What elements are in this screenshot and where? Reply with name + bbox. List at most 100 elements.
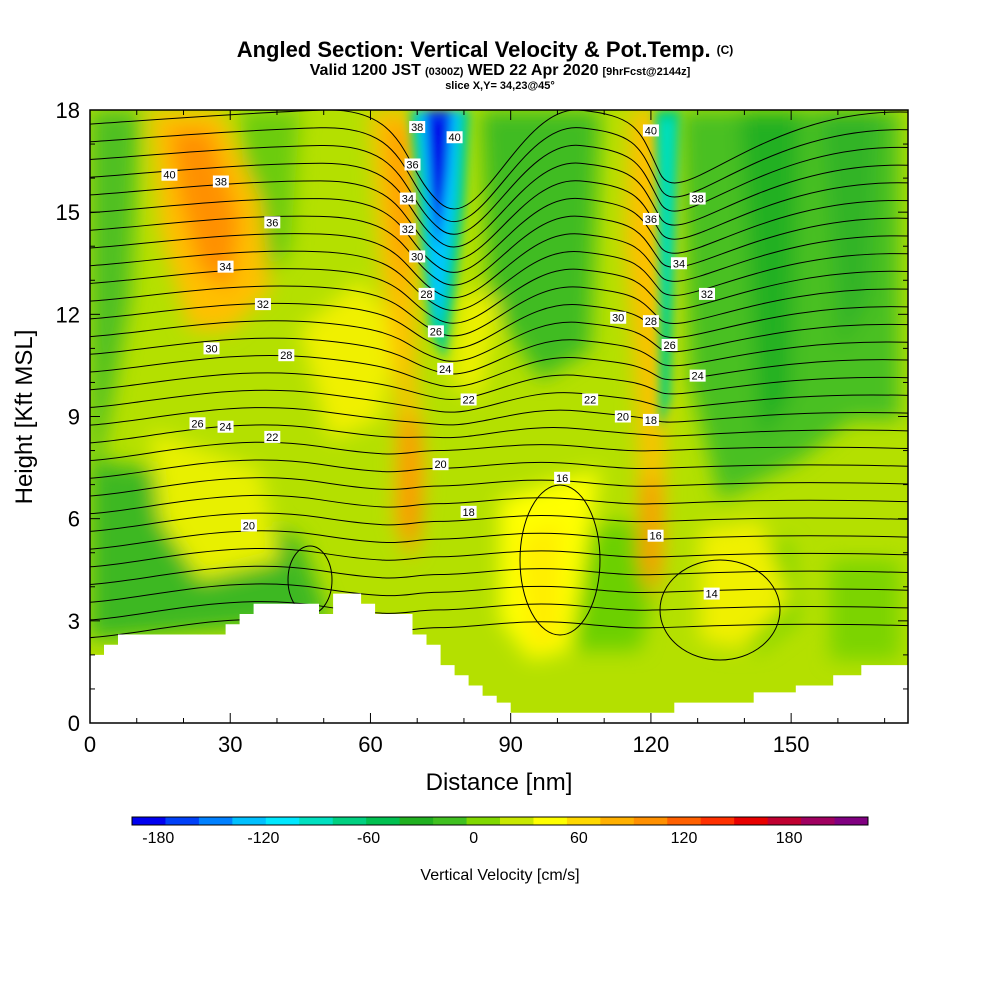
pot-temp-label: 40 [161, 168, 178, 182]
pot-temp-label-text: 40 [163, 170, 175, 182]
pot-temp-label-text: 22 [584, 394, 596, 406]
pot-temp-contour-line [90, 127, 908, 223]
pot-temp-contour-line [90, 583, 908, 603]
pot-temp-label-text: 36 [645, 214, 657, 226]
pot-temp-label: 38 [409, 121, 426, 134]
pot-temp-label-text: 38 [411, 122, 423, 134]
colorbar-swatch [433, 817, 468, 825]
pot-temp-label-text: 40 [448, 132, 460, 144]
pot-temp-label: 34 [217, 260, 234, 274]
pot-temp-label-text: 20 [617, 412, 629, 424]
pot-temp-label: 22 [582, 393, 599, 406]
axis-ticks [89, 109, 908, 724]
y-tick-label: 6 [68, 507, 80, 532]
x-tick-label: 150 [773, 732, 810, 757]
pot-temp-label: 22 [460, 393, 477, 406]
pot-temp-label-text: 26 [430, 326, 442, 338]
pot-temp-label: 14 [703, 587, 720, 601]
colorbar-tick-label: 180 [776, 830, 803, 847]
pot-temp-label-text: 34 [673, 258, 685, 270]
colorbar-tick-label: 0 [469, 830, 478, 847]
pot-temp-label: 32 [254, 298, 271, 311]
colorbar-swatch [265, 817, 300, 825]
pot-temp-contour-line [90, 494, 908, 515]
chart-slice-info: slice X,Y= 34,23@45° [445, 80, 555, 92]
y-tick-label: 0 [68, 711, 80, 736]
colorbar-swatch [533, 817, 568, 825]
pot-temp-label: 18 [642, 413, 659, 427]
pot-temp-contour-line [519, 484, 601, 636]
pot-temp-label: 28 [418, 287, 435, 301]
colorbar-swatch [633, 817, 668, 825]
pot-temp-label-text: 18 [462, 507, 474, 519]
pot-temp-label: 20 [614, 410, 631, 424]
colorbar-swatch [600, 817, 635, 825]
colorbar-tick-label: 60 [570, 830, 588, 847]
pot-temp-label-text: 32 [701, 289, 713, 301]
colorbar-swatch [667, 817, 702, 825]
y-tick-label: 3 [68, 609, 80, 634]
x-tick-label: 30 [218, 732, 242, 757]
pot-temp-contour-line [659, 559, 781, 661]
pot-temp-label-text: 28 [645, 316, 657, 328]
pot-temp-contour-line [90, 110, 908, 210]
pot-temp-contour-line [90, 441, 908, 462]
pot-temp-label-text: 28 [420, 289, 432, 301]
pot-temp-contour-line [90, 144, 908, 235]
pot-temp-label-text: 40 [645, 125, 657, 137]
pot-temp-label-text: 30 [612, 313, 624, 325]
pot-temp-label-text: 24 [219, 422, 231, 434]
x-tick-label: 90 [498, 732, 522, 757]
colorbar-swatch [299, 817, 334, 825]
pot-temp-label: 36 [404, 158, 421, 171]
pot-temp-label-text: 32 [257, 299, 269, 311]
pot-temp-label: 40 [446, 131, 463, 144]
colorbar-swatch [366, 817, 401, 825]
pot-temp-label-text: 34 [219, 262, 231, 274]
colorbar-tick-label: 120 [671, 830, 698, 847]
pot-temp-label-text: 20 [434, 459, 446, 471]
pot-temp-label-text: 36 [266, 217, 278, 229]
pot-temp-label: 40 [642, 124, 659, 137]
pot-temp-label: 16 [647, 529, 664, 543]
pot-temp-label: 30 [610, 311, 627, 325]
pot-temp-label-text: 30 [205, 343, 217, 355]
pot-temp-label: 20 [240, 519, 257, 532]
pot-temp-contour-line [90, 548, 908, 568]
pot-temp-contour-line [90, 180, 908, 261]
colorbar-swatch [132, 817, 166, 825]
pot-temp-label: 22 [264, 430, 281, 444]
colorbar-swatch [566, 817, 601, 825]
x-tick-label: 0 [84, 732, 96, 757]
pot-temp-label-text: 14 [706, 589, 718, 601]
colorbar-tick-label: -60 [357, 830, 380, 847]
pot-temp-label: 16 [554, 471, 571, 485]
x-tick-label: 60 [358, 732, 382, 757]
pot-temp-label: 24 [437, 362, 454, 376]
pot-temp-label-text: 16 [649, 531, 661, 543]
pot-temp-label-text: 18 [645, 415, 657, 427]
colorbar-tick-label: -180 [142, 830, 174, 847]
colorbar-swatch [466, 817, 501, 825]
pot-temp-label: 36 [642, 212, 659, 226]
pot-temp-label-text: 22 [462, 394, 474, 406]
pot-temp-label: 36 [264, 216, 281, 229]
colorbar-swatch [399, 817, 434, 825]
x-axis-label: Distance [nm] [426, 769, 573, 796]
pot-temp-label-text: 26 [191, 418, 203, 430]
pot-temp-contour-line [90, 407, 908, 426]
pot-temp-labels: 40 38 36 34 32 30 28 26 24 22 20 38 40 36 34 32 30 28 26 24… [161, 121, 720, 601]
colorbar-swatch [700, 817, 735, 825]
y-tick-label: 9 [68, 405, 80, 430]
pot-temp-contour-line [90, 512, 908, 532]
pot-temp-label-text: 16 [556, 473, 568, 485]
colorbar-swatch [198, 817, 233, 825]
pot-temp-label: 38 [689, 192, 706, 206]
pot-temp-label-text: 24 [692, 371, 704, 383]
colorbar-swatch [165, 817, 200, 825]
pot-temp-contour-line [90, 250, 908, 311]
y-tick-label: 12 [56, 302, 80, 327]
pot-temp-label: 26 [661, 338, 678, 352]
y-tick-label: 15 [56, 200, 80, 225]
